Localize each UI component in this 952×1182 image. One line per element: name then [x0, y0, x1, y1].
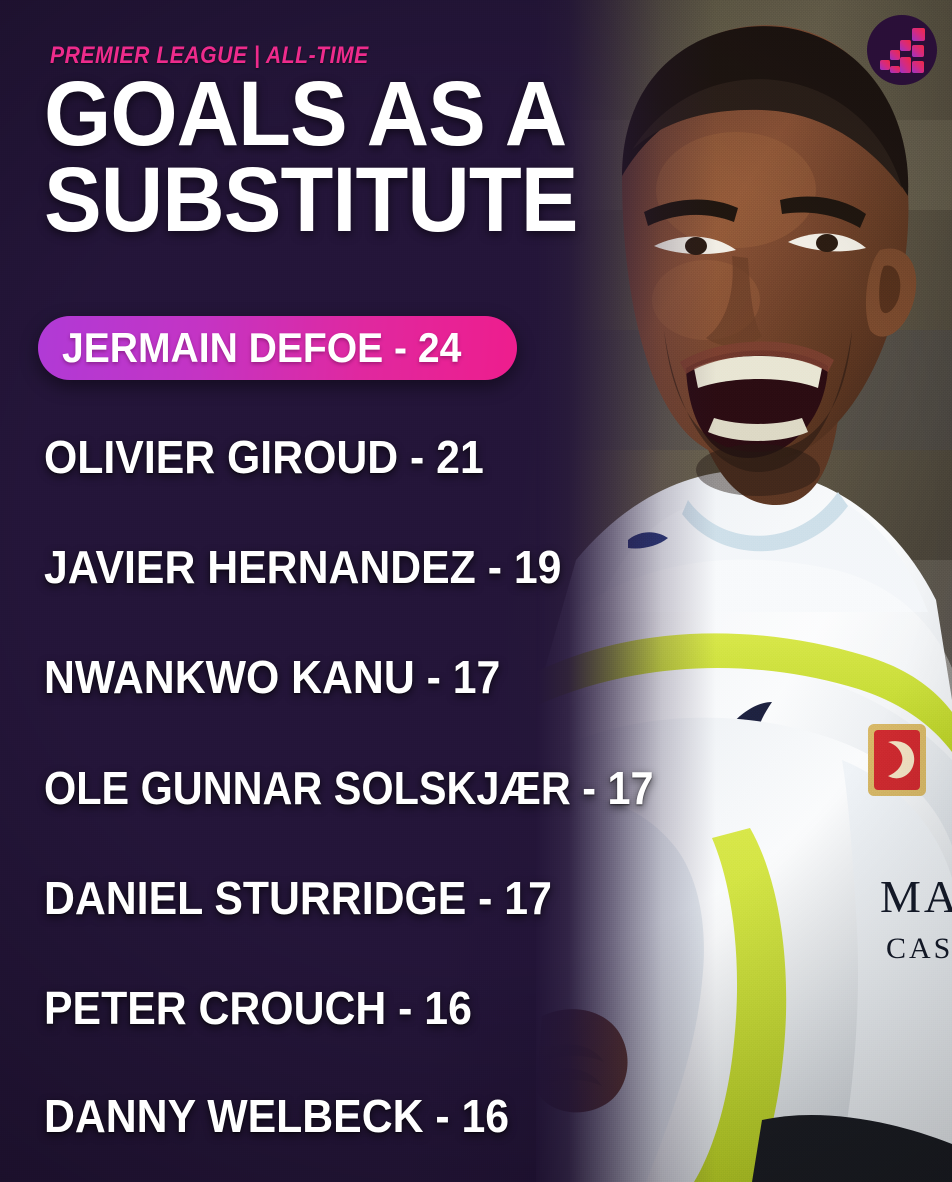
photo-left-fade [536, 0, 716, 1182]
list-item-label: JERMAIN DEFOE - 24 [62, 324, 462, 371]
title-line-1: GOALS AS A [44, 63, 567, 165]
leaderboard-row-highlighted[interactable]: JERMAIN DEFOE - 24 [38, 316, 518, 380]
leaderboard-row-3[interactable]: JAVIER HERNANDEZ - 19 [44, 541, 562, 593]
title-line-2: SUBSTITUTE [44, 148, 578, 251]
player-photo: MAN CASI [536, 0, 952, 1182]
svg-text:MAN: MAN [880, 871, 952, 922]
leaderboard-row-6[interactable]: DANIEL STURRIDGE - 17 [44, 872, 552, 924]
opta-analyst-logo[interactable] [866, 14, 938, 86]
page-title: GOALS AS A SUBSTITUTE [44, 63, 664, 251]
leaderboard-row-4[interactable]: NWANKWO KANU - 17 [44, 651, 501, 703]
leaderboard-row-5[interactable]: OLE GUNNAR SOLSKJÆR - 17 [44, 762, 654, 814]
leaderboard-row-8[interactable]: DANNY WELBECK - 16 [44, 1090, 510, 1142]
svg-text:CASI: CASI [886, 932, 952, 965]
eyebrow-competition-label: PREMIER LEAGUE | ALL-TIME [50, 42, 369, 69]
leaderboard-row-2[interactable]: OLIVIER GIROUD - 21 [44, 431, 484, 483]
leaderboard-row-7[interactable]: PETER CROUCH - 16 [44, 982, 472, 1034]
